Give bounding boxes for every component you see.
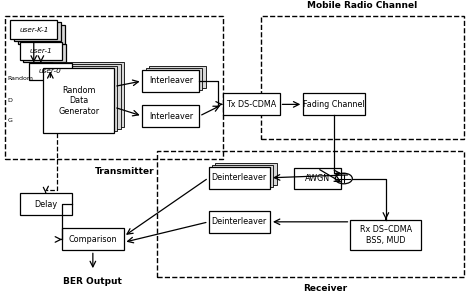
Text: user-1: user-1: [29, 48, 52, 54]
Text: Mobile Radio Channel: Mobile Radio Channel: [307, 1, 418, 10]
Bar: [18, 25, 65, 44]
Text: Receiver: Receiver: [303, 284, 347, 293]
Bar: [149, 66, 206, 88]
Bar: [50, 64, 121, 129]
Text: G: G: [8, 118, 13, 123]
Bar: [43, 68, 114, 133]
Bar: [261, 16, 464, 139]
Text: Deinterleaver: Deinterleaver: [212, 173, 267, 182]
Bar: [223, 93, 280, 116]
Bar: [215, 163, 277, 185]
Text: BER Output: BER Output: [64, 277, 122, 286]
Text: Rx DS–CDMA
BSS, MUD: Rx DS–CDMA BSS, MUD: [360, 225, 412, 245]
Bar: [53, 62, 124, 127]
Bar: [303, 93, 365, 116]
Text: user-K-1: user-K-1: [19, 26, 48, 33]
Text: user-0: user-0: [39, 68, 62, 74]
Bar: [14, 22, 61, 41]
Text: Interleaver: Interleaver: [149, 76, 193, 85]
Bar: [19, 193, 72, 215]
Text: Tx DS-CDMA: Tx DS-CDMA: [226, 100, 276, 109]
Text: AWGN: AWGN: [305, 174, 330, 183]
Text: Interleaver: Interleaver: [149, 112, 193, 121]
Text: Transmitter: Transmitter: [95, 167, 155, 176]
Bar: [350, 219, 421, 250]
Text: Random
Data
Generator: Random Data Generator: [58, 86, 99, 116]
Bar: [5, 16, 223, 159]
Bar: [146, 68, 202, 90]
Bar: [156, 150, 464, 277]
Bar: [19, 42, 62, 60]
Bar: [209, 167, 270, 189]
Text: Deinterleaver: Deinterleaver: [212, 217, 267, 226]
Text: Comparison: Comparison: [69, 235, 117, 244]
Text: D: D: [8, 98, 13, 103]
Bar: [212, 165, 273, 187]
Bar: [143, 105, 199, 127]
Bar: [294, 168, 341, 189]
Bar: [29, 63, 72, 80]
Bar: [209, 211, 270, 233]
Text: Fading Channel: Fading Channel: [303, 100, 365, 109]
Bar: [62, 228, 124, 250]
Bar: [23, 44, 66, 62]
Bar: [143, 70, 199, 92]
Bar: [10, 20, 57, 39]
Bar: [46, 66, 118, 131]
Text: Delay: Delay: [34, 200, 57, 209]
Text: Random: Random: [8, 76, 34, 81]
